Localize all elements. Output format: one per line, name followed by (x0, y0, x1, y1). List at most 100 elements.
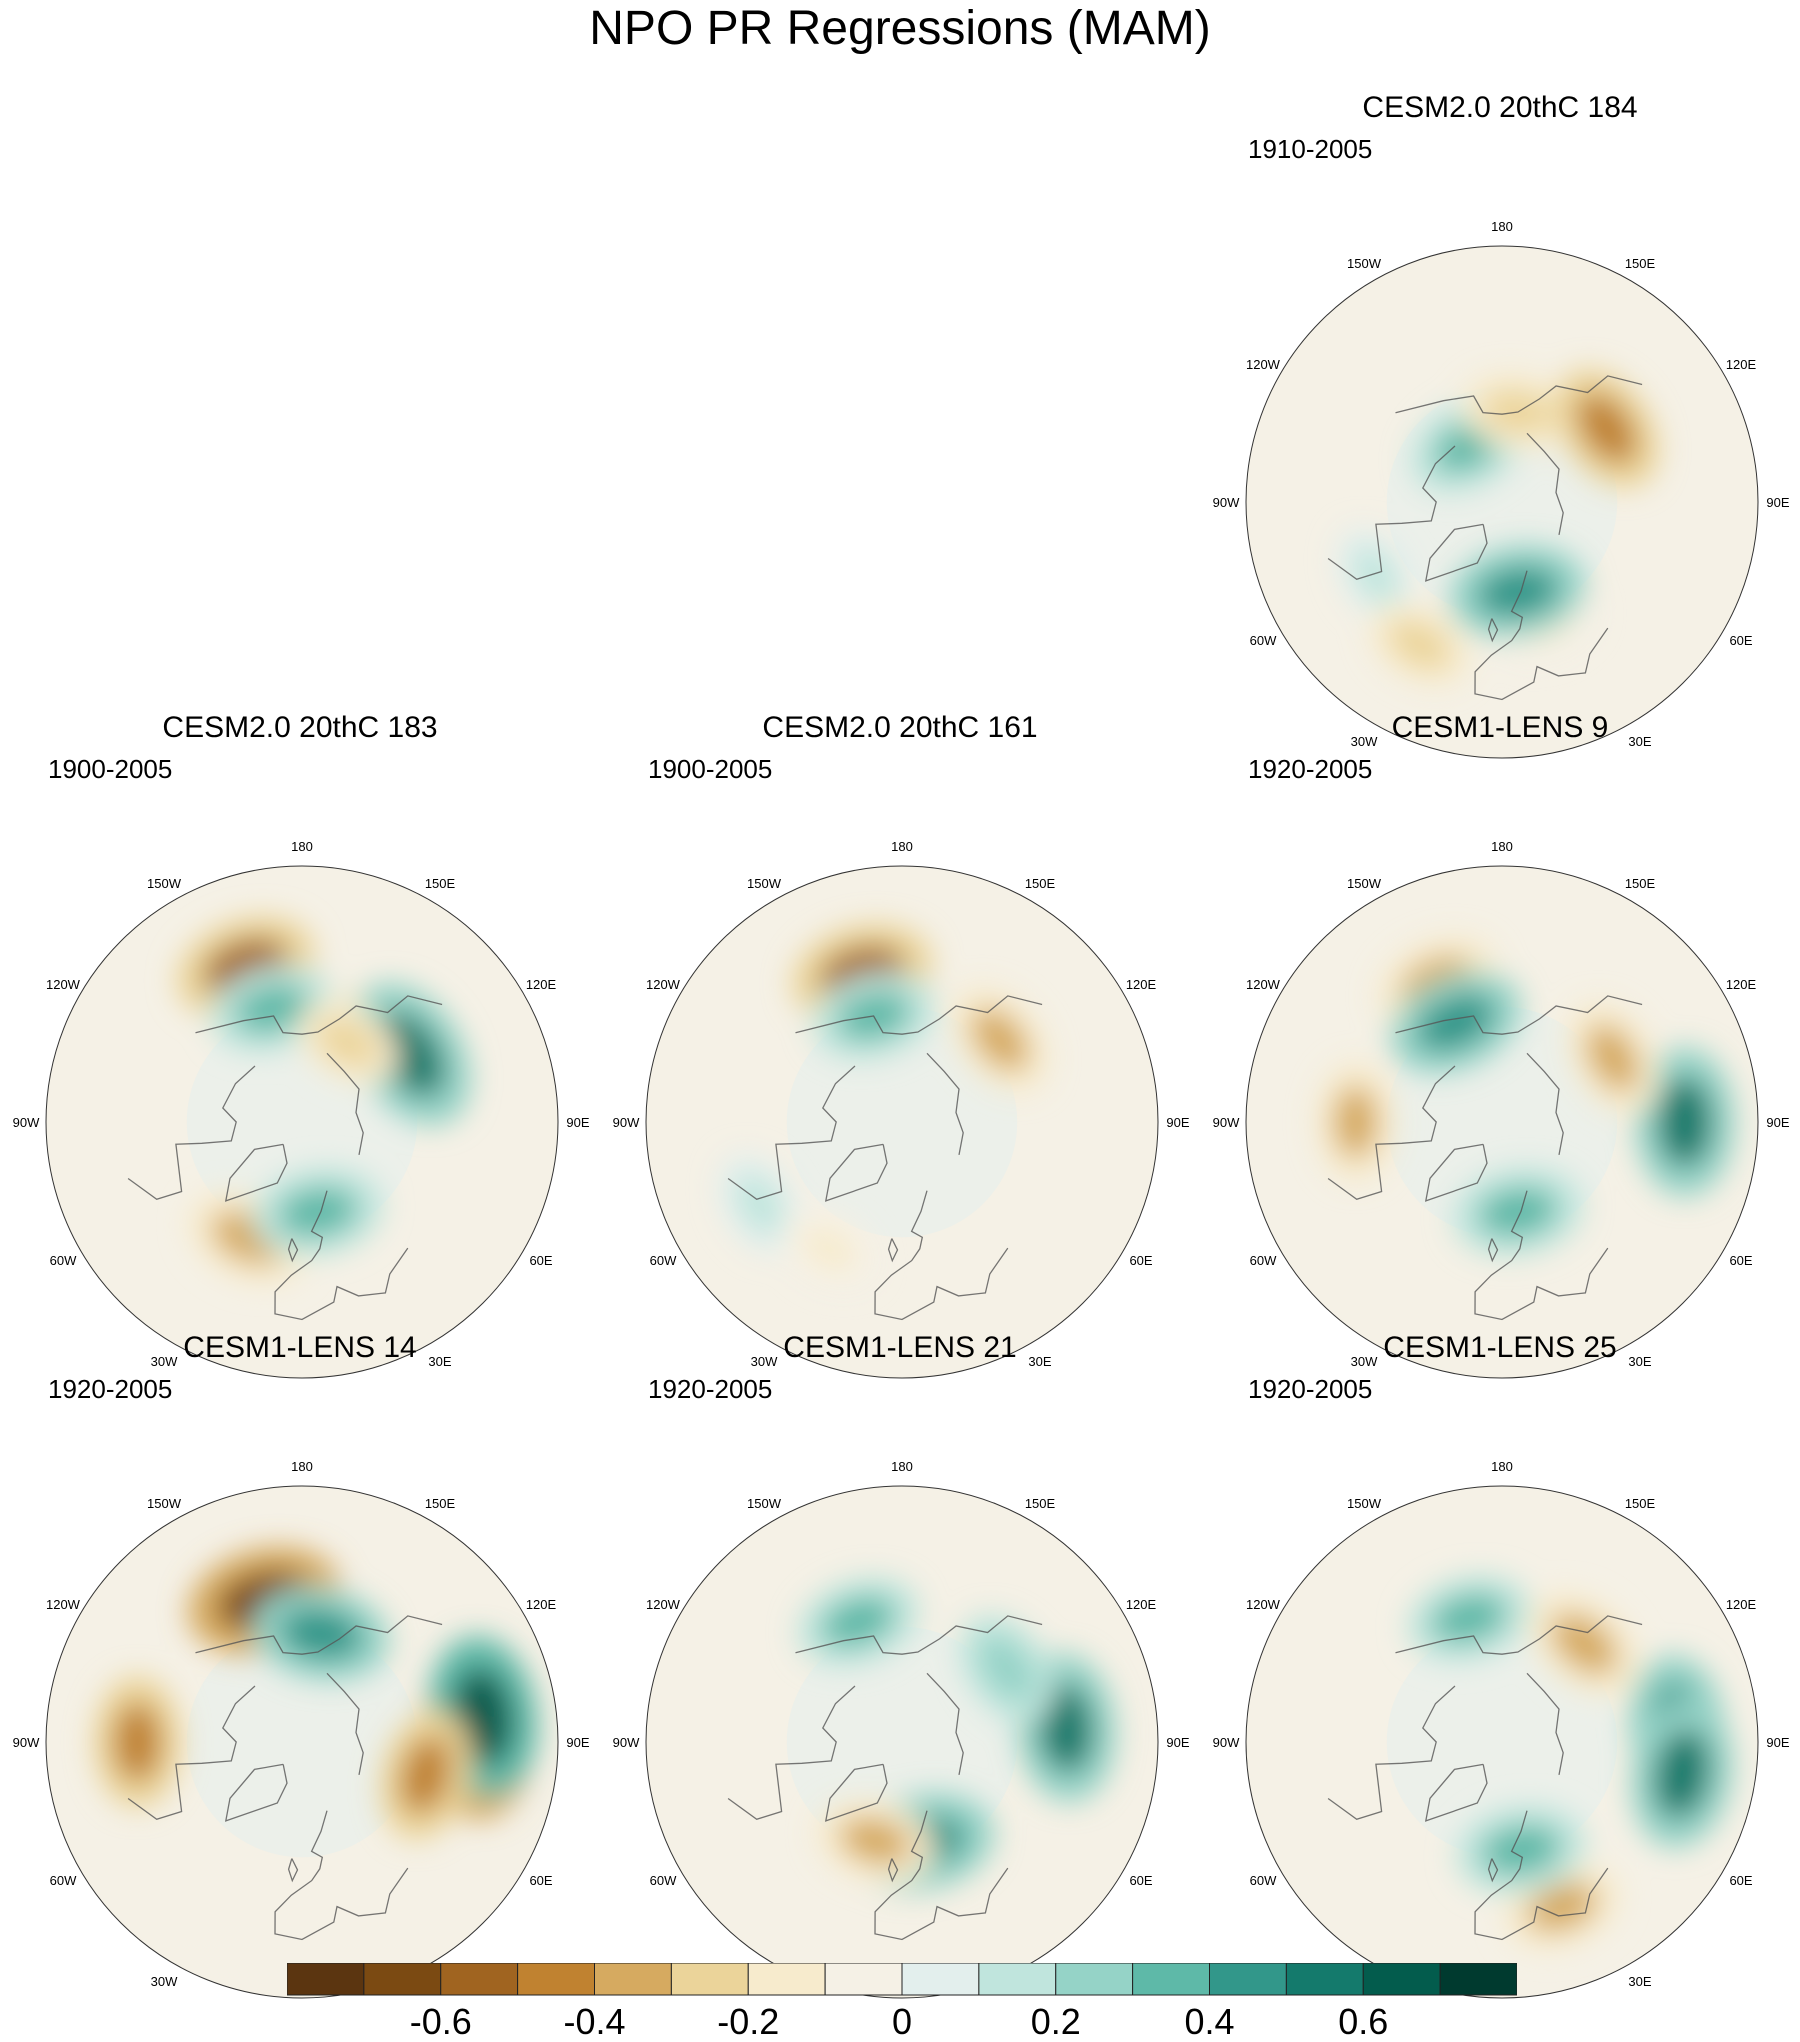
map-svg: 180150E120E90E60E30E030W60W90W120W150W (1213, 839, 1790, 1379)
lon-label: 180 (891, 839, 913, 854)
anomaly-core (1353, 547, 1398, 604)
lon-label: 30E (428, 1354, 451, 1369)
lon-label: 180 (291, 839, 313, 854)
lon-label: 60E (1729, 633, 1752, 648)
lon-label: 150E (1625, 876, 1656, 891)
coastlines (127, 995, 443, 1321)
lon-label: 120W (46, 1597, 81, 1612)
colorbar-box (978, 1963, 1057, 1996)
map-boundary (1245, 245, 1759, 759)
map-boundary (1245, 1485, 1759, 1999)
map-panel: CESM1-LENS 9180150E120E90E60E30E030W60W9… (1200, 710, 1800, 1379)
lon-label: 120W (1246, 1597, 1281, 1612)
lon-label: 120E (1726, 357, 1757, 372)
lon-label: 60W (1250, 1253, 1277, 1268)
colorbar-box (594, 1963, 672, 1996)
colorbar-tick-label: -0.4 (563, 2001, 626, 2042)
chart-title: NPO PR Regressions (MAM) (589, 2, 1211, 55)
panel-title: CESM1-LENS 9 (1391, 711, 1609, 744)
lon-label: 90E (1766, 495, 1789, 510)
lon-label: 90E (1166, 1115, 1189, 1130)
colorbar-tick-label: -0.6 (409, 2001, 472, 2042)
lon-label: 120W (646, 1597, 681, 1612)
lon-label: 90W (13, 1115, 40, 1130)
colorbar-box (747, 1963, 826, 1996)
lon-label: 150W (747, 1496, 782, 1511)
lon-label: 120W (1246, 357, 1281, 372)
lon-label: 60E (1129, 1873, 1152, 1888)
lon-label: 60W (650, 1253, 677, 1268)
lon-label: 60E (529, 1873, 552, 1888)
lon-label: 60W (650, 1873, 677, 1888)
map-panel: CESM2.0 20thC 184180150E120E90E60E30E030… (1200, 90, 1800, 759)
colorbar-tick-label: -0.2 (717, 2001, 780, 2042)
lon-label: 150W (1347, 876, 1382, 891)
lon-label: 60E (529, 1253, 552, 1268)
coastlines (727, 995, 1043, 1321)
colorbar-box (1055, 1963, 1134, 1996)
lon-label: 30W (751, 1354, 778, 1369)
anomaly-core (1653, 1729, 1711, 1819)
anomaly-core (375, 1011, 446, 1097)
panel-title: CESM2.0 20thC 183 (162, 711, 438, 744)
panel-years: 1920-2005 (648, 1374, 773, 1404)
lon-label: 60W (50, 1873, 77, 1888)
lon-label: 30E (1628, 734, 1651, 749)
arctic-field (786, 1006, 1018, 1238)
lon-label: 60W (1250, 1873, 1277, 1888)
lon-label: 60E (1729, 1253, 1752, 1268)
colorbar-box (901, 1963, 980, 1996)
anomaly-core (1389, 620, 1450, 669)
colorbar-tick-label: 0.2 (1030, 2001, 1081, 2042)
lon-label: 90E (566, 1735, 589, 1750)
colorbar-box (1285, 1963, 1364, 1996)
map-panel: CESM1-LENS 21180150E120E90E60E30E030W60W… (600, 1330, 1200, 1999)
lon-label: 30E (1628, 1354, 1651, 1369)
lon-label: 180 (1491, 839, 1513, 854)
panel-title: CESM2.0 20thC 161 (762, 711, 1038, 744)
lon-label: 30E (1628, 1974, 1651, 1989)
lon-label: 60W (1250, 633, 1277, 648)
lon-label: 30W (1351, 1354, 1378, 1369)
lon-label: 30W (1351, 734, 1378, 749)
anomaly-core (1481, 1825, 1561, 1875)
map-panel: CESM2.0 20thC 161180150E120E90E60E30E030… (600, 710, 1200, 1379)
anomaly-core (735, 1174, 784, 1235)
lon-label: 180 (891, 1459, 913, 1474)
map-svg: 180150E120E90E60E30E030W60W90W120W150W (613, 839, 1190, 1379)
lon-label: 120E (526, 977, 557, 992)
anomaly-core (1333, 1086, 1378, 1158)
lon-label: 150E (1625, 256, 1656, 271)
lon-label: 90E (1766, 1735, 1789, 1750)
arctic-field (186, 1626, 418, 1858)
map-boundary (645, 1485, 1159, 1999)
lon-label: 60E (1729, 1873, 1752, 1888)
panel-years: 1920-2005 (48, 1374, 173, 1404)
lon-label: 90E (566, 1115, 589, 1130)
anomaly-core (800, 1226, 857, 1271)
lon-label: 150E (1025, 876, 1056, 891)
anomaly-core (278, 1187, 358, 1237)
lon-label: 120W (46, 977, 81, 992)
anomaly-core (1576, 393, 1637, 464)
coastlines (727, 1615, 1043, 1941)
lon-label: 150E (1625, 1496, 1656, 1511)
map-boundary (645, 865, 1159, 1379)
lon-label: 120W (646, 977, 681, 992)
colorbar-box (1209, 1963, 1287, 1996)
lon-label: 120E (1126, 1597, 1157, 1612)
anomaly-core (840, 1817, 911, 1865)
panel-title: CESM1-LENS 14 (183, 1331, 417, 1364)
lon-label: 180 (1491, 219, 1513, 234)
lon-label: 90W (613, 1115, 640, 1130)
lon-label: 30W (151, 1354, 178, 1369)
colorbar-box (1132, 1963, 1210, 1996)
anomaly-core (979, 1636, 1035, 1701)
colorbar-box (440, 1963, 519, 1996)
lon-label: 180 (1491, 1459, 1513, 1474)
lon-label: 120E (1126, 977, 1157, 992)
anomaly-core (1478, 1187, 1558, 1237)
lon-label: 150W (1347, 256, 1382, 271)
anomaly-core (821, 1596, 895, 1647)
lon-label: 90E (1166, 1735, 1189, 1750)
